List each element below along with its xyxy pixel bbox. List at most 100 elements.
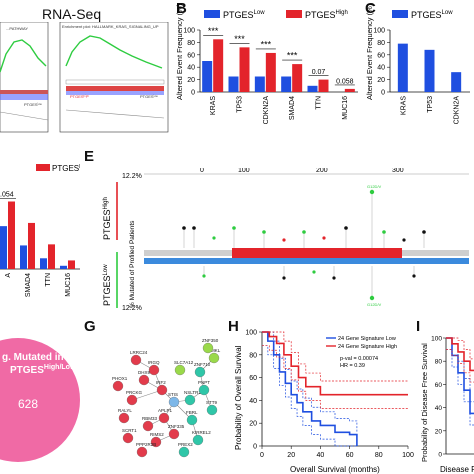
chart-h-xtick-label: 80 [375,452,383,459]
e-protein-top-domain [232,248,402,258]
e-bottom-lollipops [203,266,415,298]
network-node-label: RBM33 [142,416,158,421]
chart-b-xtick-label: TTN [316,96,323,110]
chart-b-sig-label: *** [287,51,298,61]
network-node-label: KIRREL2 [192,430,211,435]
chart-c-xtick-label: KRAS [400,96,407,115]
chart-d: A SMAD4 TTN MUC16 PTGESHigh .054 [0,164,80,297]
chart-c-bar [451,72,462,92]
chart-d-bar [60,265,67,269]
network-node [174,364,186,376]
chart-h-ytick-label: 0 [253,444,257,451]
e-protein-bottom-domain [144,258,469,264]
chart-d-annotation: .054 [0,191,14,198]
network-node [208,352,220,364]
chart-d-bar [0,226,7,269]
chart-b-xtick-label: MUC16 [342,96,349,120]
chart-b-legend-label: PTGESLow [223,10,265,20]
network-node-label: NSLTR1 [184,390,201,395]
chart-h-ytick-label: 60 [249,375,257,382]
chart-h-ci-upper [262,331,408,382]
chart-b-sig-label: 0.07 [312,69,326,76]
e-bottom-annot: G12D/V [367,302,382,307]
e-axis-300: 300 [392,168,404,174]
chart-h-xtick-label: 60 [346,452,354,459]
chart-i-ytick-label: 60 [435,382,443,389]
rnaseq-header: RNA-Seq [42,6,102,22]
chart-h-xtick-label: 100 [402,452,414,459]
panel-label-g: G [84,318,96,335]
network-node-label: PPP2R2B [136,442,156,447]
network-node [206,404,218,416]
e-axis-200: 200 [316,168,328,174]
network-node-label: DHX9 [138,370,151,375]
panel-label-e: E [84,148,95,165]
e-top-lollipops [183,192,425,248]
network-node-label: STT9 [206,400,217,405]
network-node [148,364,160,376]
network-node [194,366,206,378]
chart-i-ytick-label: 80 [435,359,443,366]
chart-i-ylabel: Probability of Disease Free Survival [420,343,429,462]
chart-b-sig-label: *** [208,26,219,36]
e-axis-0: 0 [200,168,204,174]
chart-h-ci-lower [262,345,357,447]
e-bottom-dots [202,270,416,301]
gsea1-low: PTGESⁱᵒʷ [24,101,42,107]
chart-b-legend-swatch [204,10,220,18]
e-top-annot: G12D/V [367,184,382,189]
network-node [138,374,150,386]
network-node-label: SLC7A12 [174,360,194,365]
chart-c-ytick-label: 100 [373,28,385,35]
chart-i-series-line [446,337,474,372]
chart-b-bar [202,61,213,92]
chart-i-series-line [446,337,474,415]
chart-c-ytick-label: 80 [377,40,385,47]
chart-b-ylabel: Altered Event Frequency (%) [175,3,184,100]
chart-h-xlabel: Overall Survival (months) [290,465,380,474]
network-node [130,354,142,366]
lollipop-plot: 12.2% 12.2% 0 100 200 300 PTGESHigh PTGE… [102,168,469,312]
chart-b-ytick-label: 20 [187,77,195,84]
network-node [168,428,180,440]
chart-b-ytick-label: 100 [183,28,195,35]
chart-c: Altered Event Frequency (%) 0 20 40 60 80 100… [365,3,470,124]
chart-c-ytick-label: 40 [377,65,385,72]
chart-h-xtick-label: 0 [260,452,264,459]
gsea1-title: ...PATHWAY [6,26,28,31]
chart-h-series-line [262,331,408,396]
chart-d-legend-label: PTGESHigh [52,164,80,173]
network-node-label: ZNF350 [202,338,219,343]
chart-b-xtick-label: TP53 [237,96,244,113]
chart-d-xtick-label: TTN [45,273,52,287]
e-bottom-tick: 12.2% [122,305,142,312]
chart-h-ytick-label: 100 [245,330,257,337]
panel-a: RNA-Seq ...PATHWAY PTGESⁱᵒʷ Enrichment p… [0,0,170,140]
network-node-label: IRGQ [148,360,160,365]
gsea2-title: Enrichment plot: HALLMARK_KRAS_SIGNALING… [62,24,159,29]
network-node [156,384,168,396]
chart-b-bar [307,85,318,92]
chart-i-ytick-label: 40 [435,405,443,412]
chart-c-bar [424,49,435,92]
chart-i: Probability of Disease Free Survival Dis… [420,336,474,474]
network-node [112,380,124,392]
venn-label-1: g. Mutated in [2,352,64,363]
chart-b-sig-label: *** [234,34,245,44]
chart-b-sig-label: 0.058 [336,78,354,85]
chart-b-legend-label: PTGESHigh [305,10,348,20]
network-node-label: APLP1 [158,408,173,413]
chart-b-bar [254,76,265,92]
chart-h-ytick-label: 40 [249,398,257,405]
network-node [122,432,134,444]
chart-h-ytick-label: 20 [249,421,257,428]
chart-b-bar [344,88,355,92]
e-top-tick: 12.2% [122,173,142,180]
chart-h-hr: HR = 0.39 [340,363,365,369]
chart-h-legend-label: 24 Gene Signature High [338,344,397,350]
network-node [168,396,180,408]
chart-h-ci-upper [262,331,358,433]
chart-h-xtick-label: 40 [317,452,325,459]
chart-i-xlabel: Disease F [440,465,474,474]
chart-b-bar [228,76,239,92]
